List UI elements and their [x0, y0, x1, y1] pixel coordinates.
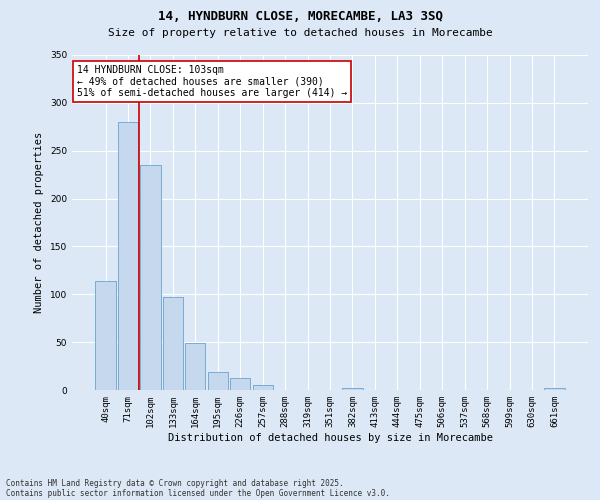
- Bar: [140, 165, 161, 390]
- Y-axis label: Number of detached properties: Number of detached properties: [34, 132, 44, 313]
- Bar: [253, 385, 273, 390]
- Bar: [343, 388, 362, 390]
- Bar: [208, 372, 228, 390]
- Text: Contains HM Land Registry data © Crown copyright and database right 2025.: Contains HM Land Registry data © Crown c…: [6, 478, 344, 488]
- Text: 14, HYNDBURN CLOSE, MORECAMBE, LA3 3SQ: 14, HYNDBURN CLOSE, MORECAMBE, LA3 3SQ: [157, 10, 443, 23]
- Bar: [163, 297, 183, 390]
- Text: Contains public sector information licensed under the Open Government Licence v3: Contains public sector information licen…: [6, 488, 390, 498]
- Text: Size of property relative to detached houses in Morecambe: Size of property relative to detached ho…: [107, 28, 493, 38]
- Bar: [118, 122, 138, 390]
- Bar: [544, 388, 565, 390]
- Bar: [230, 378, 250, 390]
- Bar: [95, 281, 116, 390]
- Bar: [185, 343, 205, 390]
- X-axis label: Distribution of detached houses by size in Morecambe: Distribution of detached houses by size …: [167, 432, 493, 442]
- Text: 14 HYNDBURN CLOSE: 103sqm
← 49% of detached houses are smaller (390)
51% of semi: 14 HYNDBURN CLOSE: 103sqm ← 49% of detac…: [77, 65, 347, 98]
